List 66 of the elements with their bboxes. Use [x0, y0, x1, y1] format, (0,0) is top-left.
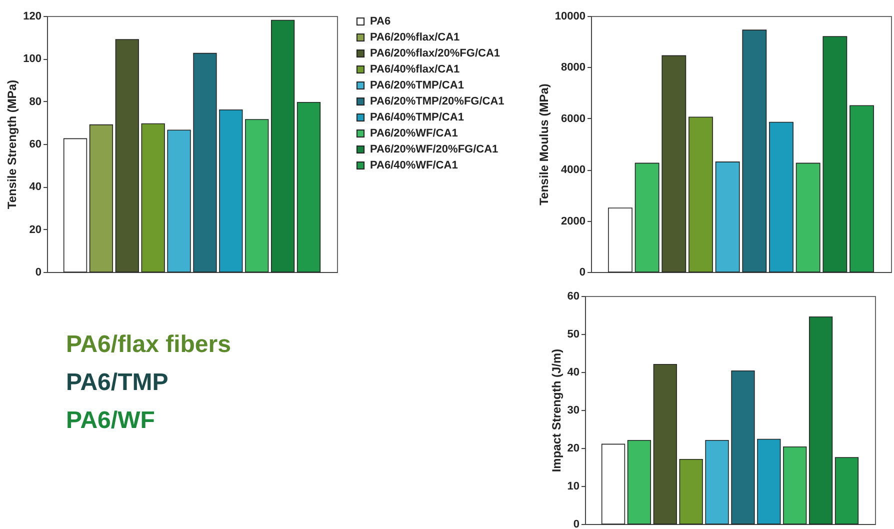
bar [63, 138, 88, 272]
y-tick-label: 0 [579, 266, 586, 278]
bar [783, 446, 807, 524]
y-tick-label: 10 [567, 480, 580, 492]
bar [634, 162, 660, 272]
legend-label: PA6/20%flax/CA1 [370, 32, 460, 44]
bar [141, 123, 165, 272]
y-tick-label: 20 [567, 442, 580, 454]
y-tick-label: 10000 [554, 10, 586, 22]
bar [193, 52, 217, 272]
bar [850, 105, 874, 272]
bar [705, 440, 729, 524]
y-axis-title: Impact Strength (J/m) [549, 348, 564, 472]
legend-label: PA6/20%WF/CA1 [370, 128, 458, 140]
y-tick-label: 8000 [561, 62, 586, 74]
y-tick-label: 40 [567, 366, 580, 378]
bar [115, 39, 139, 272]
bar [653, 364, 677, 524]
bar [742, 30, 767, 272]
y-tick-label: 60 [29, 138, 42, 150]
legend-label: PA6/20%TMP/20%FG/CA1 [370, 96, 504, 108]
bar [715, 162, 740, 272]
y-tick-label: 30 [567, 404, 580, 416]
y-tick-label: 50 [567, 328, 580, 340]
y-tick-label: 100 [23, 53, 42, 66]
bar [796, 162, 820, 272]
bar [757, 438, 781, 524]
y-tick-label: 0 [35, 266, 42, 278]
y-tick-label: 80 [29, 96, 42, 108]
y-tick-label: 0 [573, 518, 580, 529]
bar [808, 316, 833, 524]
y-tick-label: 120 [23, 10, 42, 22]
bar [296, 102, 321, 272]
y-tick-label: 6000 [561, 112, 586, 125]
text: PA6/TMP [66, 368, 170, 398]
bar [89, 124, 114, 272]
bar [219, 109, 243, 272]
bar [688, 116, 713, 272]
bar [822, 36, 848, 272]
y-tick-label: 2000 [561, 215, 586, 228]
text: PA6/WF [66, 406, 156, 436]
y-tick-label: 60 [567, 290, 580, 302]
y-axis-title: Tensile Strength (MPa) [5, 80, 20, 210]
bar [679, 459, 703, 524]
bar [662, 55, 686, 272]
legend-label: PA6/20%flax/20%FG/CA1 [370, 48, 500, 60]
y-axis-title: Tensile Moulus (MPa) [536, 84, 551, 206]
legend-label: PA6/20%TMP/CA1 [370, 80, 464, 92]
y-tick-label: 40 [29, 181, 42, 194]
bar [834, 457, 859, 524]
text: PA6/flax fibers [66, 330, 231, 360]
legend-label: PA6/40%flax/CA1 [370, 64, 460, 76]
y-tick-label: 4000 [561, 164, 586, 176]
bar [769, 122, 794, 272]
bar [627, 440, 652, 524]
bar [270, 20, 295, 272]
legend-label: PA6/20%WF/20%FG/CA1 [370, 144, 498, 156]
y-tick-label: 20 [29, 224, 42, 236]
legend-label: PA6/40%TMP/CA1 [370, 112, 464, 124]
bar [245, 119, 269, 272]
bar [167, 130, 191, 272]
legend-label: PA6/40%WF/CA1 [370, 160, 458, 172]
bar [608, 208, 632, 272]
legend-label: PA6 [370, 16, 391, 28]
bar [731, 370, 755, 524]
bar [601, 444, 626, 524]
